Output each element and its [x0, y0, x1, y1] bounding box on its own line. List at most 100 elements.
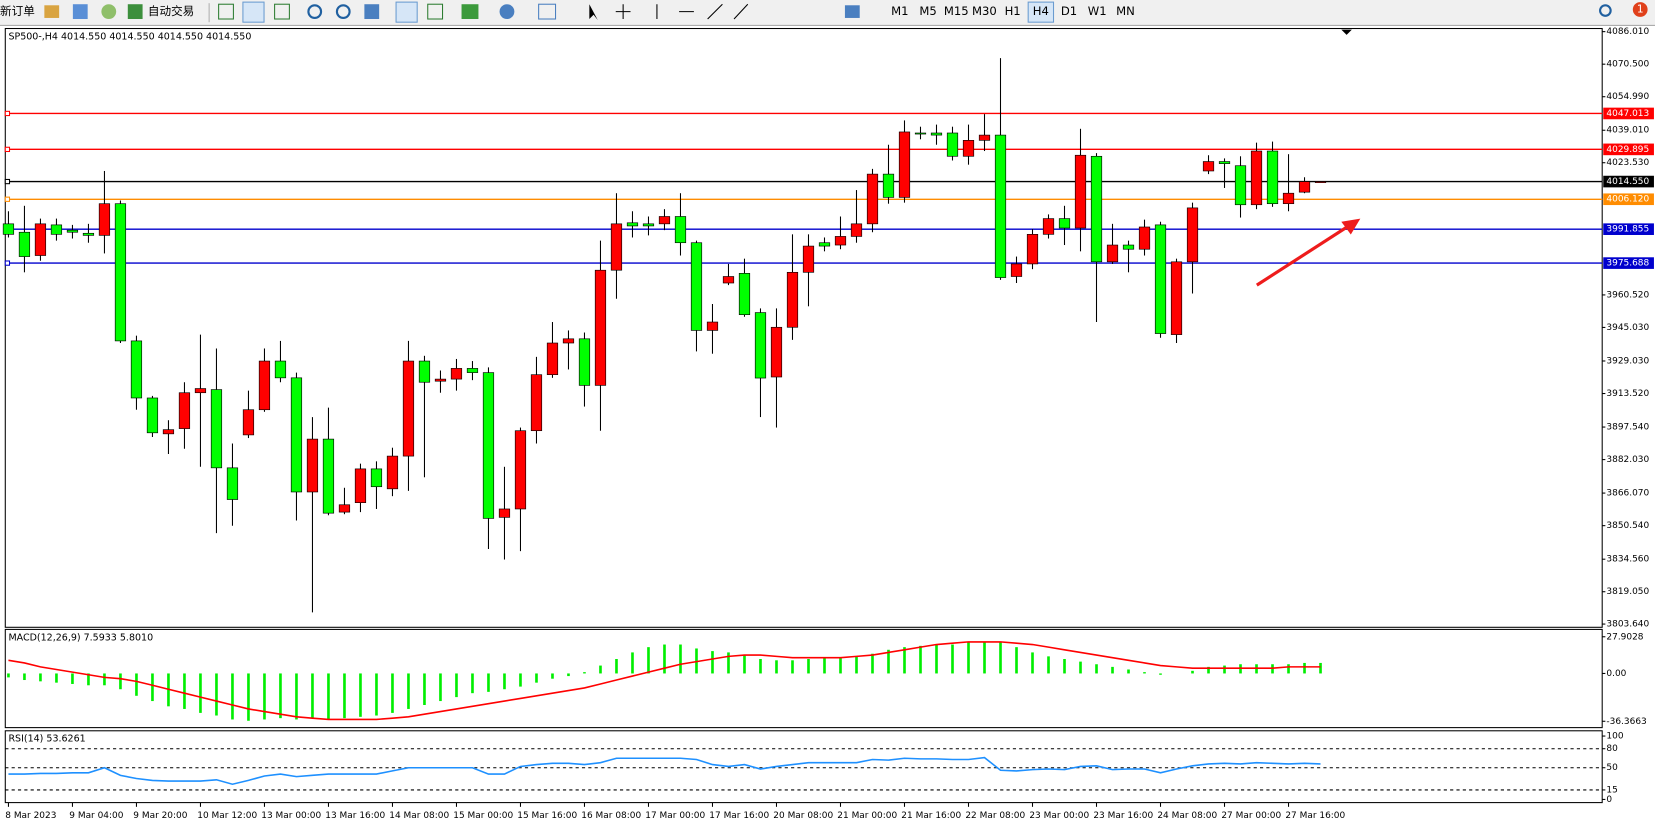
- icon[interactable]: [218, 3, 234, 20]
- price-level-handle: [4, 146, 11, 153]
- x-tick-label: 15 Mar 00:00: [453, 811, 513, 821]
- price-level-tag: [1603, 143, 1654, 156]
- candle-body: [402, 360, 415, 457]
- y-tick-label: 3882.030: [1606, 455, 1649, 465]
- candle-body: [946, 132, 959, 157]
- candle-body: [786, 271, 799, 328]
- notification-count: 1: [1637, 4, 1644, 16]
- icon[interactable]: [44, 5, 60, 18]
- candle-body: [2, 223, 15, 235]
- x-tick-label: 9 Mar 20:00: [133, 811, 187, 821]
- icon[interactable]: [395, 1, 418, 23]
- icon[interactable]: [127, 4, 143, 20]
- icon[interactable]: [461, 4, 479, 20]
- candle-body: [994, 134, 1007, 278]
- candle-body: [770, 326, 783, 378]
- notification-badge[interactable]: [1632, 2, 1648, 17]
- icon[interactable]: [499, 4, 515, 20]
- icon[interactable]: [538, 3, 557, 20]
- macd-panel: [4, 628, 1603, 729]
- candle-body: [738, 273, 751, 316]
- icon[interactable]: [72, 4, 88, 20]
- icon[interactable]: [364, 4, 380, 20]
- candle-body: [1234, 165, 1247, 206]
- price-level-label: 4014.550: [1606, 177, 1649, 187]
- icon[interactable]: [101, 4, 117, 20]
- line-tools[interactable]: [656, 3, 749, 20]
- x-tick-label: 27 Mar 00:00: [1221, 811, 1281, 821]
- timeframe-button[interactable]: H1: [1005, 4, 1021, 18]
- icon[interactable]: [307, 4, 323, 20]
- icon[interactable]: [242, 1, 265, 23]
- y-tick-label: 3803.640: [1606, 620, 1649, 630]
- icon[interactable]: [427, 3, 444, 20]
- y-tick-label: 4070.500: [1606, 60, 1649, 70]
- y-tick-label: 3834.560: [1606, 555, 1649, 565]
- x-tick-label: 9 Mar 04:00: [69, 811, 123, 821]
- candle-body: [882, 173, 895, 198]
- price-level-label: 4029.895: [1606, 145, 1649, 155]
- icon[interactable]: [274, 3, 290, 20]
- y-tick-label: 0: [1606, 795, 1612, 805]
- candle-body: [802, 245, 815, 273]
- panel-title: SP500-,H4 4014.550 4014.550 4014.550 401…: [8, 31, 251, 42]
- candle-body: [274, 360, 287, 379]
- candle-body: [114, 203, 127, 342]
- candle-body: [1266, 150, 1279, 205]
- candle-body: [1186, 207, 1199, 263]
- candle-body: [1250, 150, 1263, 206]
- icon[interactable]: [844, 5, 860, 18]
- x-tick-label: 13 Mar 16:00: [325, 811, 385, 821]
- candle-body: [962, 140, 975, 157]
- search-icon[interactable]: [1599, 4, 1612, 17]
- y-tick-label: 3850.540: [1606, 521, 1649, 531]
- candle-body: [466, 368, 479, 373]
- x-tick-label: 24 Mar 08:00: [1157, 811, 1217, 821]
- timeframe-button[interactable]: W1: [1088, 4, 1107, 18]
- candle-body: [1282, 192, 1295, 205]
- candle-body: [1170, 261, 1183, 335]
- price-level-label: 3975.688: [1606, 259, 1649, 269]
- auto-trading-button[interactable]: 自动交易: [148, 4, 194, 18]
- new-order-button[interactable]: 新订单: [0, 4, 35, 18]
- y-tick-label: 3945.030: [1606, 323, 1649, 333]
- rsi-panel: [4, 730, 1603, 804]
- candle-body: [658, 216, 671, 225]
- candle-body: [242, 409, 255, 436]
- candle-body: [482, 372, 495, 519]
- cursor-icon[interactable]: [589, 4, 598, 21]
- timeframe-button[interactable]: M15: [944, 4, 969, 18]
- panel-title: MACD(12,26,9) 7.5933 5.8010: [8, 632, 153, 643]
- candle-body: [626, 222, 639, 227]
- candle-body: [978, 134, 991, 141]
- candle-body: [1154, 224, 1167, 334]
- crosshair-icon[interactable]: [615, 4, 631, 20]
- candle-body: [98, 203, 111, 236]
- y-tick-label: 15: [1606, 785, 1617, 795]
- timeframe-button[interactable]: D1: [1061, 4, 1077, 18]
- candle-body: [1314, 181, 1327, 183]
- timeframe-button[interactable]: MN: [1116, 4, 1135, 18]
- x-tick-label: 27 Mar 16:00: [1285, 811, 1345, 821]
- candle-body: [498, 508, 511, 518]
- chart-shift-marker: [1341, 29, 1352, 35]
- candle-body: [834, 236, 847, 246]
- icon[interactable]: [335, 4, 351, 20]
- timeframe-button[interactable]: M1: [891, 4, 908, 18]
- x-tick-label: 17 Mar 00:00: [645, 811, 705, 821]
- timeframe-selected: [1027, 1, 1055, 23]
- timeframe-button[interactable]: M5: [919, 4, 936, 18]
- candle-body: [610, 223, 623, 271]
- y-tick-label: 4023.530: [1606, 158, 1649, 168]
- panel-title: RSI(14) 53.6261: [8, 734, 85, 745]
- timeframe-button[interactable]: M30: [972, 4, 997, 18]
- candle-body: [690, 242, 703, 331]
- x-tick-label: 21 Mar 00:00: [837, 811, 897, 821]
- price-level-handle: [4, 110, 11, 117]
- price-level-tag: [1603, 175, 1654, 188]
- x-tick-label: 10 Mar 12:00: [197, 811, 257, 821]
- timeframe-button[interactable]: H4: [1033, 4, 1049, 18]
- candle-body: [338, 504, 351, 513]
- y-tick-label: 3929.030: [1606, 356, 1649, 366]
